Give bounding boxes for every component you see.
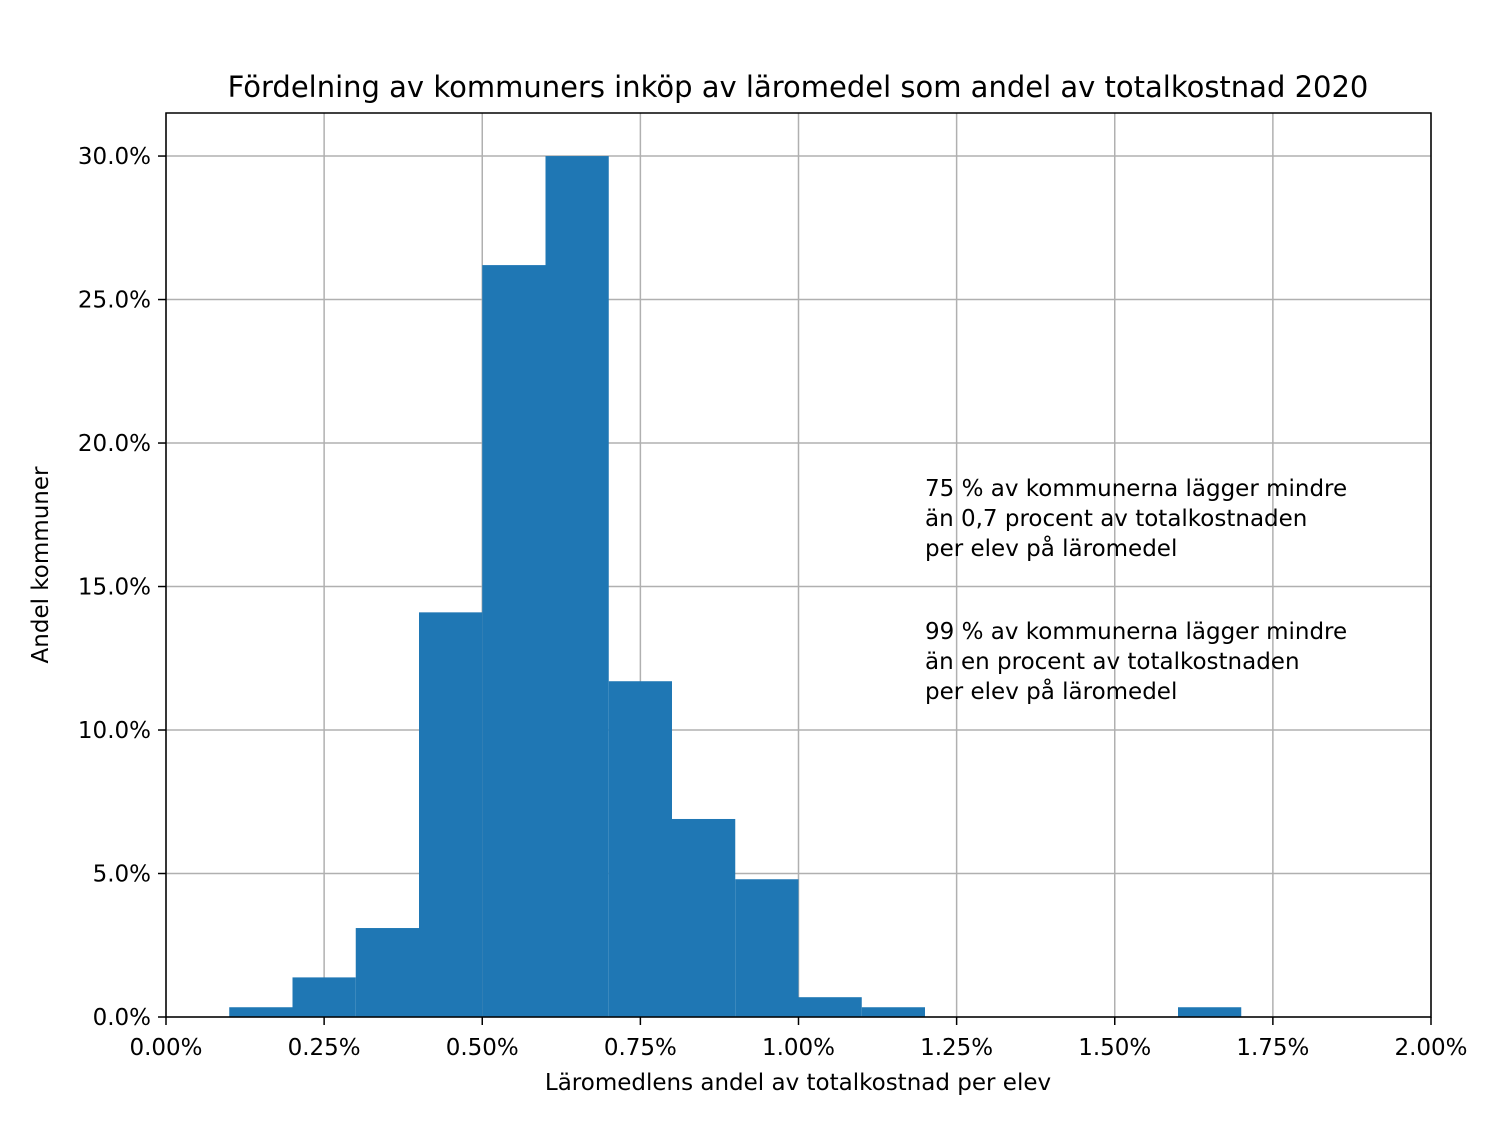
- histogram-bar-1: [292, 977, 356, 1017]
- y-axis-label: Andel kommuner: [28, 466, 54, 663]
- chart-title: Fördelning av kommuners inköp av läromed…: [228, 70, 1369, 104]
- x-tick-label-7: 1.75%: [1236, 1035, 1309, 1061]
- y-tick-label-6: 30.0%: [78, 144, 151, 170]
- annotation-text-0: 75 % av kommunerna lägger mindre än 0,7 p…: [925, 476, 1347, 562]
- annotation-line: 75 % av kommunerna lägger mindre: [925, 476, 1347, 502]
- histogram-bars: [229, 156, 1242, 1018]
- x-tick-label-4: 1.00%: [762, 1035, 835, 1061]
- histogram-bar-10: [861, 1007, 925, 1017]
- histogram-bar-8: [735, 879, 799, 1017]
- histogram-bar-6: [608, 681, 672, 1017]
- annotations: 75 % av kommunerna lägger mindre än 0,7 p…: [925, 476, 1347, 705]
- y-tick-label-5: 25.0%: [78, 288, 151, 314]
- annotation-line: per elev på läromedel: [925, 534, 1177, 562]
- x-tick-label-8: 2.00%: [1394, 1035, 1467, 1061]
- x-tick-label-5: 1.25%: [920, 1035, 993, 1061]
- histogram-bar-0: [229, 1007, 293, 1017]
- histogram-bar-4: [482, 265, 546, 1018]
- x-tick-label-1: 0.25%: [288, 1035, 361, 1061]
- y-axis-ticks: 0.0% 5.0% 10.0% 15.0% 20.0% 25.0% 30.0%: [78, 144, 166, 1031]
- y-tick-label-3: 15.0%: [78, 575, 151, 601]
- x-tick-label-2: 0.50%: [446, 1035, 519, 1061]
- x-axis-label: Läromedlens andel av totalkostnad per el…: [545, 1070, 1051, 1096]
- histogram-bar-3: [419, 612, 483, 1017]
- annotation-line: 99 % av kommunerna lägger mindre: [925, 619, 1347, 645]
- x-axis-ticks: 0.00% 0.25% 0.50% 0.75% 1.00% 1.25% 1.50% 1.75%…: [129, 1017, 1468, 1061]
- histogram-bar-2: [355, 928, 419, 1017]
- y-tick-label-2: 10.0%: [78, 718, 151, 744]
- annotation-line: än en procent av totalkostnaden: [925, 649, 1300, 675]
- annotation-line: per elev på läromedel: [925, 677, 1177, 705]
- y-tick-label-0: 0.0%: [93, 1005, 151, 1031]
- histogram-bar-9: [798, 997, 862, 1017]
- x-tick-label-0: 0.00%: [129, 1035, 202, 1061]
- annotation-text-1: 99 % av kommunerna lägger mindre än en pr…: [925, 619, 1347, 705]
- annotation-line: än 0,7 procent av totalkostnaden: [925, 506, 1307, 532]
- histogram-bar-5: [545, 156, 609, 1018]
- y-tick-label-1: 5.0%: [93, 862, 151, 888]
- x-tick-label-6: 1.50%: [1078, 1035, 1151, 1061]
- x-tick-label-3: 0.75%: [604, 1035, 677, 1061]
- histogram-bar-11: [1178, 1007, 1242, 1017]
- grid-lines: [165, 113, 1432, 1018]
- y-tick-label-4: 20.0%: [78, 431, 151, 457]
- histogram-bar-7: [672, 818, 736, 1017]
